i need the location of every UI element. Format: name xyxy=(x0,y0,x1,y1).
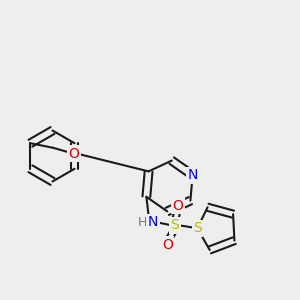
Text: H: H xyxy=(138,216,148,229)
Text: S: S xyxy=(193,221,202,235)
Text: O: O xyxy=(172,199,183,213)
Text: N: N xyxy=(148,215,158,229)
Text: S: S xyxy=(170,218,179,232)
Text: N: N xyxy=(188,168,198,182)
Text: O: O xyxy=(162,238,173,252)
Text: O: O xyxy=(68,147,80,161)
